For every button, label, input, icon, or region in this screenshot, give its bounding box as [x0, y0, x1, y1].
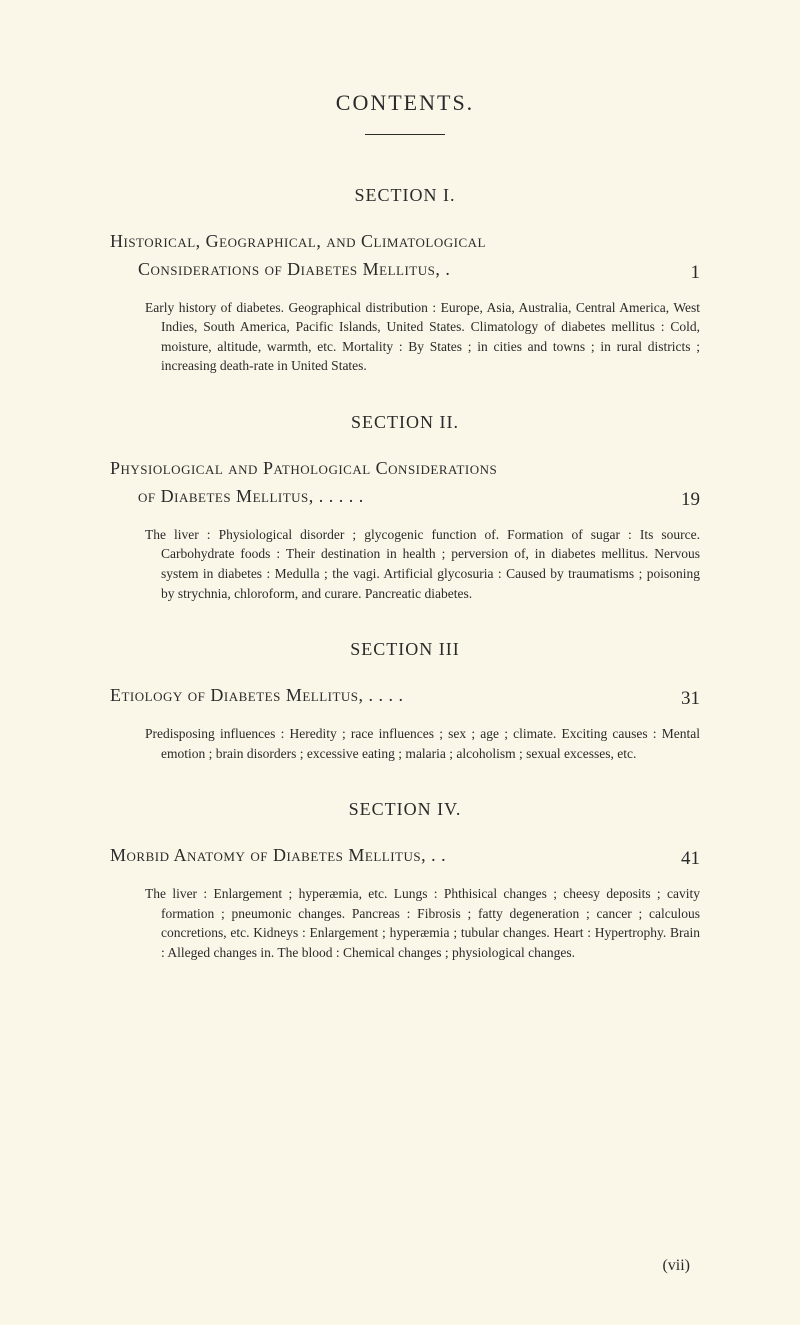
chapter-3-page: 31	[670, 688, 700, 710]
chapter-1-block: Historical, Geographical, and Climatolog…	[110, 228, 700, 284]
chapter-4-page: 41	[670, 848, 700, 870]
chapter-2-description: The liver : Physiological disorder ; gly…	[145, 525, 700, 603]
chapter-1-description: Early history of diabetes. Geographical …	[145, 298, 700, 376]
chapter-1-page: 1	[670, 262, 700, 284]
chapter-3-title-line1: Etiology of Diabetes Mellitus, . . . .	[110, 682, 670, 710]
chapter-2-row: of Diabetes Mellitus, . . . . . 19	[110, 483, 700, 511]
section-4-heading: SECTION IV.	[110, 799, 700, 820]
chapter-2-block: Physiological and Pathological Considera…	[110, 455, 700, 511]
chapter-2-title-line1: Physiological and Pathological Considera…	[110, 455, 700, 483]
section-3-heading: SECTION III	[110, 639, 700, 660]
section-1-heading: SECTION I.	[110, 185, 700, 206]
footer-page-number: (vii)	[662, 1257, 690, 1275]
chapter-1-title-line1: Historical, Geographical, and Climatolog…	[110, 228, 700, 256]
chapter-4-row: Morbid Anatomy of Diabetes Mellitus, . .…	[110, 842, 700, 870]
chapter-3-description: Predisposing influences : Heredity ; rac…	[145, 724, 700, 763]
chapter-4-description: The liver : Enlargement ; hyperæmia, etc…	[145, 884, 700, 962]
chapter-1-row: Considerations of Diabetes Mellitus, . 1	[110, 256, 700, 284]
main-title: CONTENTS.	[110, 90, 700, 116]
title-rule	[365, 134, 445, 135]
section-2-heading: SECTION II.	[110, 412, 700, 433]
chapter-3-row: Etiology of Diabetes Mellitus, . . . . 3…	[110, 682, 700, 710]
chapter-4-title-line1: Morbid Anatomy of Diabetes Mellitus, . .	[110, 842, 670, 870]
chapter-2-page: 19	[670, 489, 700, 511]
chapter-2-title-line2: of Diabetes Mellitus, . . . . .	[110, 483, 670, 511]
chapter-1-title-line2: Considerations of Diabetes Mellitus, .	[110, 256, 670, 284]
